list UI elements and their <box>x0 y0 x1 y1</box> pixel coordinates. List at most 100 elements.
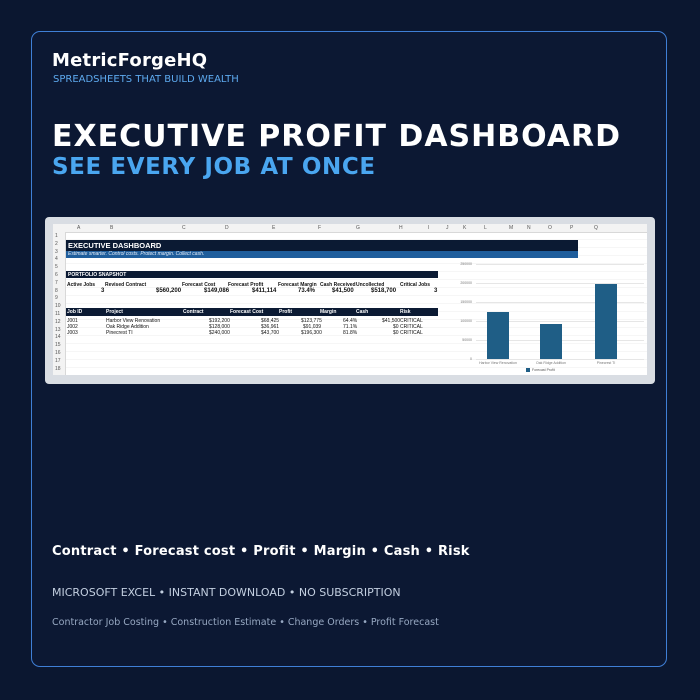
jobs-header-cell: Job ID <box>67 309 83 315</box>
column-header: I <box>428 225 430 231</box>
jobs-header-bar: Job ID Project Contract Forecast Cost Pr… <box>66 308 438 316</box>
job-cell: $192,200 <box>209 318 230 324</box>
column-header: D <box>225 225 229 231</box>
snapshot-header-cell: Critical Jobs <box>400 282 431 288</box>
chart-gridline <box>476 321 644 322</box>
job-cell: $68,425 <box>261 318 280 324</box>
brand-tagline: SPREADSHEETS THAT BUILD WEALTH <box>53 74 239 85</box>
chart-y-tick-label: 200000 <box>460 281 472 285</box>
row-header: 11 <box>55 311 61 317</box>
chart-y-tick-label: 250000 <box>460 262 472 266</box>
job-cell: $128,000 <box>209 324 230 330</box>
feature-list: Contract • Forecast cost • Profit • Marg… <box>52 544 470 559</box>
job-cell: $240,000 <box>209 330 230 336</box>
column-header: C <box>182 225 186 231</box>
chart-bar <box>487 311 509 359</box>
platform-line: MICROSOFT EXCEL • INSTANT DOWNLOAD • NO … <box>52 586 401 599</box>
job-risk: CRITICAL <box>400 330 423 336</box>
snapshot-header-bar: PORTFOLIO SNAPSHOT <box>66 271 438 278</box>
dashboard-title: EXECUTIVE DASHBOARD <box>68 241 162 250</box>
row-header: 9 <box>55 295 58 302</box>
chart-y-tick-label: 0 <box>470 357 472 361</box>
column-header: N <box>527 225 531 231</box>
headline-subtitle: SEE EVERY JOB AT ONCE <box>52 154 376 180</box>
job-cell: $0 <box>393 330 399 336</box>
snapshot-header-cell: Forecast Cost <box>182 282 216 288</box>
snapshot-header-cell: Forecast Profit <box>228 282 264 288</box>
row-header: 2 <box>55 240 58 247</box>
column-header: F <box>318 225 322 231</box>
job-cell: $43,700 <box>261 330 280 336</box>
job-cell: 81.8% <box>343 330 358 336</box>
column-header: O <box>548 225 552 231</box>
row-header: 16 <box>55 350 61 356</box>
job-cell: 64.4% <box>343 318 358 324</box>
job-cell: $91,039 <box>303 324 322 330</box>
headline-title: EXECUTIVE PROFIT DASHBOARD <box>52 119 622 154</box>
chart-gridline <box>476 359 644 360</box>
job-cell: J002 <box>67 324 78 330</box>
job-cell: Oak Ridge Addition <box>106 324 149 330</box>
jobs-header-cell: Margin <box>320 309 337 315</box>
column-header: J <box>446 225 449 231</box>
snapshot-value: 3 <box>101 288 105 294</box>
chart-gridline <box>476 283 644 284</box>
column-header: P <box>570 225 574 231</box>
snapshot-title: PORTFOLIO SNAPSHOT <box>68 272 127 278</box>
column-header: E <box>272 225 276 231</box>
chart-legend-swatch <box>526 368 530 372</box>
snapshot-header-cell: Forecast Margin <box>278 282 317 288</box>
column-header: K <box>463 225 467 231</box>
job-risk: CRITICAL <box>400 324 423 330</box>
column-header: M <box>509 225 514 231</box>
chart-y-tick-label: 50000 <box>462 338 472 342</box>
job-cell: $196,300 <box>301 330 322 336</box>
job-risk: CRITICAL <box>400 318 423 324</box>
snapshot-header-cell: Uncollected <box>356 282 385 288</box>
snapshot-value: $560,200 <box>156 288 182 294</box>
chart-y-tick-label: 100000 <box>460 319 472 323</box>
column-header: Q <box>594 225 598 231</box>
chart-bar <box>595 284 617 359</box>
row-header: 8 <box>55 287 58 294</box>
dashboard-title-bar: EXECUTIVE DASHBOARD <box>66 240 578 251</box>
snapshot-value: $41,500 <box>332 288 354 294</box>
snapshot-value: 3 <box>434 288 438 294</box>
snapshot-value: $411,114 <box>252 288 277 294</box>
jobs-header-cell: Contract <box>183 309 204 315</box>
job-cell: J003 <box>67 330 78 336</box>
job-cell: 71.1% <box>343 324 358 330</box>
snapshot-header-cell: Cash Received <box>320 282 356 288</box>
column-header: H <box>399 225 403 231</box>
dashboard-subtitle: Estimate smarter. Control costs. Protect… <box>68 251 205 257</box>
row-header: 12 <box>55 318 61 325</box>
brand-name: MetricForgeHQ <box>52 50 208 71</box>
snapshot-value: $518,700 <box>371 288 397 294</box>
chart-gridline <box>476 302 644 303</box>
job-cell: $123,775 <box>301 318 322 324</box>
chart-x-tick-label: Harbor View Renovation <box>479 361 517 365</box>
row-header: 14 <box>55 334 61 341</box>
chart-y-tick-label: 150000 <box>460 300 472 304</box>
row-header: 18 <box>55 365 61 372</box>
job-cell: J001 <box>67 318 78 324</box>
column-header: A <box>77 225 81 231</box>
row-header: 17 <box>55 357 61 364</box>
jobs-header-cell: Cash <box>356 309 369 315</box>
job-cell: Pinecrest TI <box>106 330 133 336</box>
row-header: 13 <box>55 326 61 333</box>
row-headers: 1 2 3 4 5 6 7 8 9 10 11 12 13 14 15 16 17 18 <box>53 232 66 375</box>
jobs-header-cell: Risk <box>400 309 411 315</box>
row-header: 4 <box>55 256 58 263</box>
forecast-profit-chart: 250000 200000 150000 100000 50000 0 Harbor Vie… <box>446 258 646 375</box>
column-header: B <box>110 225 114 231</box>
chart-legend-label: Forecast Profit <box>532 368 555 372</box>
row-header: 6 <box>55 272 58 278</box>
job-cell: $36,961 <box>261 324 280 330</box>
row-header: 10 <box>55 303 61 310</box>
chart-x-tick-label: Oak Ridge Addition <box>536 361 566 365</box>
jobs-header-cell: Project <box>106 309 123 315</box>
jobs-header-cell: Profit <box>279 309 293 315</box>
